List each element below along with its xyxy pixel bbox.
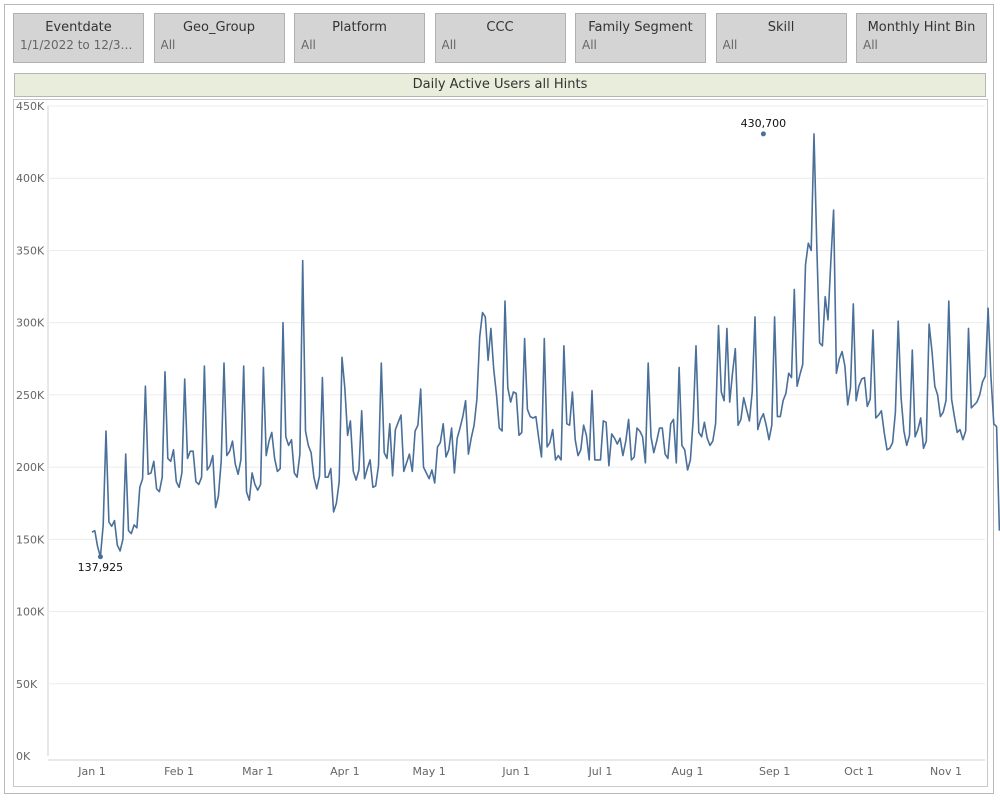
y-tick-label: 50K — [16, 678, 38, 691]
y-tick-label: 200K — [16, 461, 45, 474]
filter-name: Monthly Hint Bin — [867, 20, 976, 35]
y-tick-label: 350K — [16, 244, 45, 257]
filter-geo-group[interactable]: Geo_Group All — [153, 13, 285, 63]
y-tick-label: 100K — [16, 606, 45, 619]
x-tick-label: Mar 1 — [242, 765, 273, 778]
annotation-label: 430,700 — [741, 117, 787, 130]
y-tick-label: 150K — [16, 533, 45, 546]
x-tick-label: Jul 1 — [588, 765, 613, 778]
x-tick-label: Jan 1 — [77, 765, 105, 778]
x-tick-label: Oct 1 — [844, 765, 874, 778]
y-tick-label: 0K — [16, 750, 31, 763]
y-tick-label: 300K — [16, 317, 45, 330]
filter-name: Platform — [332, 20, 387, 35]
filter-platform[interactable]: Platform All — [294, 13, 425, 63]
x-tick-label: Jun 1 — [501, 765, 530, 778]
y-tick-label: 450K — [16, 100, 45, 113]
x-tick-label: Apr 1 — [330, 765, 360, 778]
filter-ccc[interactable]: CCC All — [434, 13, 566, 63]
x-tick-label: Sep 1 — [759, 765, 790, 778]
filter-name: Geo_Group — [182, 20, 256, 35]
annotation-marker — [760, 131, 766, 137]
x-tick-label: May 1 — [412, 765, 445, 778]
chart-title: Daily Active Users all Hints — [14, 73, 986, 97]
filter-eventdate[interactable]: Eventdate 1/1/2022 to 12/31/2.. — [13, 13, 144, 63]
y-tick-label: 250K — [16, 389, 45, 402]
annotation-label: 137,925 — [78, 561, 124, 574]
x-tick-label: Aug 1 — [672, 765, 704, 778]
y-tick-label: 400K — [16, 172, 45, 185]
filter-monthly-hint-bin[interactable]: Monthly Hint Bin All — [856, 13, 987, 63]
dashboard-frame — [4, 4, 994, 794]
chart-frame — [13, 99, 988, 787]
filter-skill[interactable]: Skill All — [715, 13, 847, 63]
filter-name: Skill — [767, 20, 795, 35]
filter-bar: Eventdate 1/1/2022 to 12/31/2.. Geo_Group A… — [13, 13, 988, 65]
x-tick-label: Feb 1 — [164, 765, 194, 778]
filter-name: CCC — [486, 20, 514, 35]
filter-name: Family Segment — [588, 20, 693, 35]
filter-family-segment[interactable]: Family Segment All — [575, 13, 706, 63]
filter-name: Eventdate — [45, 20, 112, 35]
annotation-marker — [97, 554, 103, 560]
series-line — [91, 133, 1000, 558]
x-tick-label: Nov 1 — [930, 765, 962, 778]
